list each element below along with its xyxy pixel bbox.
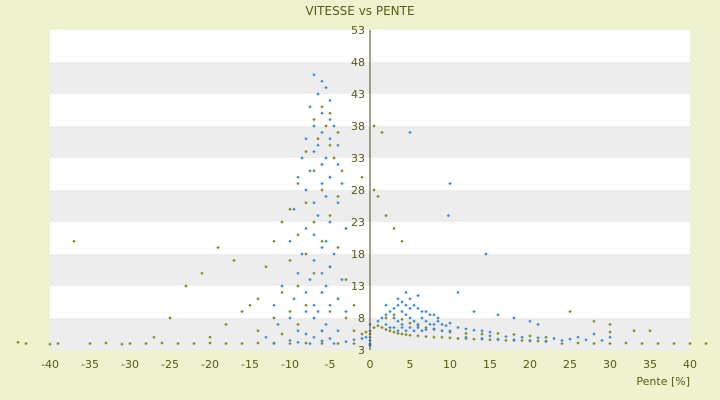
y-tick-label: 28 [351, 184, 365, 197]
x-tick-label: -15 [241, 358, 259, 371]
x-tick-label: -40 [41, 358, 59, 371]
data-point [544, 335, 548, 339]
data-point [512, 316, 516, 320]
x-axis-ticks: -40 -35 -30 -25 -20 -15 -10 -5 0 5 10 15 20 25 30 35 40 [41, 358, 697, 371]
data-point [324, 85, 328, 90]
y-tick-label: 53 [351, 24, 365, 37]
x-tick-label: 25 [563, 358, 577, 371]
data-point [576, 335, 580, 339]
data-point [446, 213, 451, 218]
x-tick-label: 15 [483, 358, 497, 371]
x-tick-label: 40 [683, 358, 697, 371]
data-point [208, 335, 212, 339]
data-point [224, 322, 228, 327]
data-point [608, 330, 612, 334]
data-point [316, 92, 320, 96]
x-tick-label: 35 [643, 358, 657, 371]
data-point [176, 341, 180, 346]
data-point [128, 341, 132, 346]
y-tick-label: 8 [358, 312, 365, 325]
data-point [576, 341, 580, 345]
data-point [568, 337, 572, 341]
data-point [324, 124, 328, 128]
data-point [372, 124, 376, 128]
data-point [240, 341, 244, 346]
data-point [312, 124, 316, 128]
data-point [704, 341, 708, 346]
data-point [608, 335, 612, 339]
y-tick-label: 48 [351, 56, 365, 69]
data-point [184, 284, 188, 288]
data-point [248, 303, 252, 307]
data-point [144, 341, 148, 346]
data-point [56, 341, 60, 346]
data-point [232, 258, 236, 263]
y-tick-label: 13 [351, 280, 365, 293]
data-point [624, 341, 628, 345]
x-tick-label: -20 [201, 358, 219, 371]
data-point [320, 79, 324, 83]
data-point [528, 319, 532, 323]
y-tick-label: 3 [358, 344, 365, 357]
data-point [72, 239, 76, 243]
data-point [224, 341, 228, 346]
x-tick-label: -5 [325, 358, 336, 371]
data-point [656, 341, 660, 346]
y-tick-label: 43 [351, 88, 365, 101]
data-point [328, 111, 332, 115]
data-point [520, 335, 524, 339]
data-point [592, 341, 596, 346]
data-point [608, 341, 612, 346]
data-point [672, 341, 676, 346]
data-point [328, 117, 332, 122]
data-point [16, 340, 20, 344]
data-point [168, 316, 172, 320]
x-tick-label: 0 [367, 358, 374, 371]
data-point [536, 339, 540, 343]
x-tick-label: 5 [407, 358, 414, 371]
y-tick-label: 23 [351, 216, 365, 229]
data-point [640, 341, 644, 346]
data-point [544, 339, 548, 343]
data-point [592, 319, 596, 323]
x-tick-label: -35 [81, 358, 99, 371]
x-axis-label: Pente [%] [636, 375, 690, 388]
data-point [24, 341, 28, 346]
data-point [320, 111, 324, 115]
x-tick-label: -25 [161, 358, 179, 371]
data-point [48, 342, 52, 346]
data-point [152, 335, 156, 339]
data-point [568, 309, 572, 314]
x-tick-label: 20 [523, 358, 537, 371]
chart-title: VITESSE vs PENTE [305, 4, 414, 18]
data-point [560, 341, 564, 346]
data-point [552, 336, 556, 341]
data-point [312, 117, 316, 122]
x-tick-label: -30 [121, 358, 139, 371]
data-point [200, 271, 204, 275]
data-point [332, 124, 336, 128]
data-point [592, 332, 596, 336]
y-tick-label: 38 [351, 120, 365, 133]
y-tick-label: 33 [351, 152, 365, 165]
x-tick-label: 30 [603, 358, 617, 371]
data-point [160, 341, 164, 345]
data-point [512, 332, 516, 337]
data-point [688, 341, 692, 346]
x-tick-label: -10 [281, 358, 299, 371]
data-point [240, 309, 244, 314]
x-tick-label: 10 [443, 358, 457, 371]
y-tick-label: 18 [351, 248, 365, 261]
data-point [208, 341, 212, 345]
data-point [192, 341, 196, 346]
